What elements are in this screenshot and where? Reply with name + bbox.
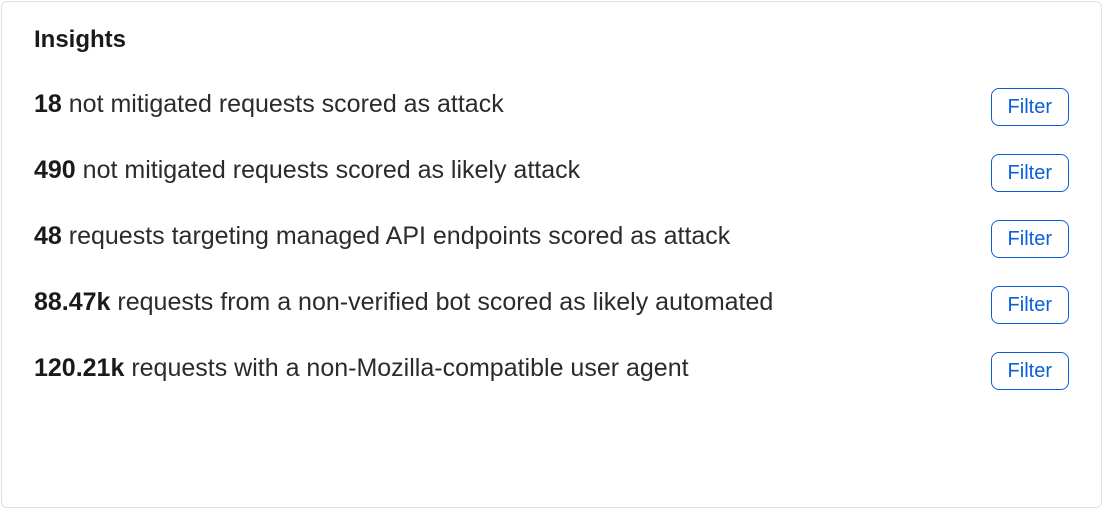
filter-button[interactable]: Filter bbox=[991, 352, 1069, 390]
insight-description: not mitigated requests scored as likely … bbox=[83, 156, 580, 184]
insight-count: 88.47k bbox=[34, 288, 110, 316]
insight-description: requests from a non-verified bot scored … bbox=[117, 288, 773, 316]
insight-row: 18 not mitigated requests scored as atta… bbox=[34, 74, 1069, 140]
insight-count: 490 bbox=[34, 156, 76, 184]
panel-title: Insights bbox=[34, 26, 1069, 54]
filter-button[interactable]: Filter bbox=[991, 154, 1069, 192]
insight-description: requests targeting managed API endpoints… bbox=[69, 222, 731, 250]
filter-button[interactable]: Filter bbox=[991, 220, 1069, 258]
insight-text: 490 not mitigated requests scored as lik… bbox=[34, 154, 914, 188]
insight-text: 18 not mitigated requests scored as atta… bbox=[34, 88, 914, 122]
insight-row: 120.21k requests with a non-Mozilla-comp… bbox=[34, 338, 1069, 404]
insights-panel: Insights 18 not mitigated requests score… bbox=[1, 1, 1102, 508]
insight-text: 88.47k requests from a non-verified bot … bbox=[34, 286, 914, 320]
filter-button[interactable]: Filter bbox=[991, 286, 1069, 324]
insight-row: 490 not mitigated requests scored as lik… bbox=[34, 140, 1069, 206]
insight-row: 48 requests targeting managed API endpoi… bbox=[34, 206, 1069, 272]
insight-description: requests with a non-Mozilla-compatible u… bbox=[131, 354, 688, 382]
insight-text: 48 requests targeting managed API endpoi… bbox=[34, 220, 914, 254]
filter-button[interactable]: Filter bbox=[991, 88, 1069, 126]
insight-description: not mitigated requests scored as attack bbox=[69, 90, 504, 118]
insight-count: 18 bbox=[34, 90, 62, 118]
insight-count: 48 bbox=[34, 222, 62, 250]
insight-row: 88.47k requests from a non-verified bot … bbox=[34, 272, 1069, 338]
insight-text: 120.21k requests with a non-Mozilla-comp… bbox=[34, 352, 914, 386]
insight-count: 120.21k bbox=[34, 354, 124, 382]
